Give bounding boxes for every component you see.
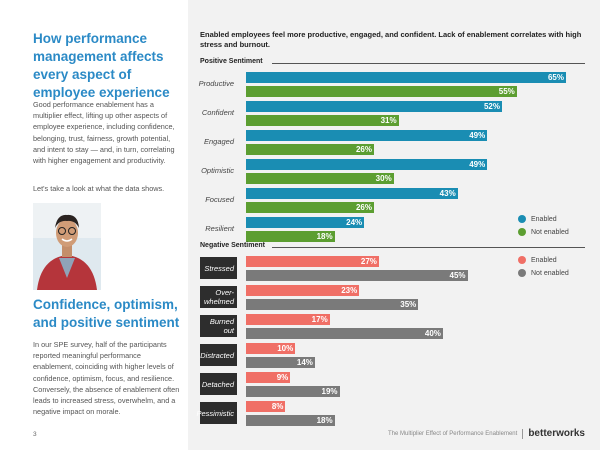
footer-brand: betterworks [528, 428, 585, 439]
value-label: 18% [316, 232, 333, 241]
value-label: 49% [469, 131, 486, 140]
bar: 14% [246, 357, 315, 368]
bar: 26% [246, 202, 374, 213]
value-label: 27% [360, 257, 377, 266]
value-label: 49% [469, 160, 486, 169]
value-label: 45% [449, 271, 466, 280]
value-label: 40% [424, 329, 441, 338]
legend-label: Not enabled [531, 228, 569, 236]
value-label: 18% [316, 416, 333, 425]
value-label: 35% [400, 300, 417, 309]
legend-swatch [518, 215, 526, 223]
legend-swatch [518, 256, 526, 264]
value-label: 23% [341, 286, 358, 295]
page-number: 3 [33, 431, 37, 438]
bar: 45% [246, 270, 468, 281]
legend-item: Enabled [518, 256, 557, 264]
intro-text: Let's take a look at what the data shows… [33, 184, 165, 193]
legend-item: Not enabled [518, 228, 569, 236]
bar: 65% [246, 72, 566, 83]
bar: 24% [246, 217, 365, 228]
bar: 18% [246, 415, 335, 426]
category-label: Stressed [200, 257, 237, 279]
category-label: Burned out [200, 315, 237, 337]
section-rule [272, 247, 585, 248]
bar: 17% [246, 314, 330, 325]
legend-swatch [518, 228, 526, 236]
legend-label: Not enabled [531, 269, 569, 277]
category-label: Detached [200, 373, 237, 395]
section-rule [272, 63, 585, 64]
value-label: 14% [296, 358, 313, 367]
category-label: Pessimistic [196, 402, 237, 424]
value-label: 43% [439, 189, 456, 198]
value-label: 31% [380, 116, 397, 125]
section-title: Negative Sentiment [200, 242, 265, 249]
legend-item: Not enabled [518, 269, 569, 277]
bar: 43% [246, 188, 458, 199]
section-title: Confidence, optimism, and positive senti… [33, 297, 180, 330]
bar: 30% [246, 173, 394, 184]
category-label: Distracted [200, 344, 237, 366]
photo [33, 203, 101, 290]
value-label: 52% [483, 102, 500, 111]
value-label: 26% [355, 203, 372, 212]
chart-header: Enabled employees feel more productive, … [200, 30, 582, 49]
bar: 49% [246, 130, 488, 141]
category-label: Productive [198, 79, 234, 88]
value-label: 26% [355, 145, 372, 154]
category-label: Confident [201, 108, 234, 117]
footer-doc-title: The Multiplier Effect of Performance Ena… [388, 430, 518, 437]
body-text: In our SPE survey, half of the participa… [33, 340, 180, 417]
value-label: 8% [271, 402, 284, 411]
bar: 35% [246, 299, 419, 310]
category-label: Resilient [205, 224, 234, 233]
value-label: 55% [498, 87, 515, 96]
value-label: 19% [321, 387, 338, 396]
value-label: 17% [311, 315, 328, 324]
bar: 18% [246, 231, 335, 242]
bar: 19% [246, 386, 340, 397]
value-label: 10% [277, 344, 294, 353]
category-label: Engaged [203, 137, 234, 146]
bar: 31% [246, 115, 399, 126]
bar: 26% [246, 144, 374, 155]
intro-text: Good performance enablement has a multip… [33, 100, 175, 166]
section-title: Positive Sentiment [200, 58, 263, 65]
footer: The Multiplier Effect of Performance Ena… [380, 428, 585, 439]
bar: 23% [246, 285, 360, 296]
legend-label: Enabled [531, 215, 557, 223]
page-title: How performance management affects every… [33, 31, 170, 100]
bar: 9% [246, 372, 291, 383]
category-label: Focused [205, 195, 234, 204]
bar: 49% [246, 159, 488, 170]
bar: 55% [246, 86, 517, 97]
bar: 27% [246, 256, 379, 267]
value-label: 9% [276, 373, 289, 382]
value-label: 30% [375, 174, 392, 183]
category-label: Over-whelmed [200, 286, 237, 308]
legend-item: Enabled [518, 215, 557, 223]
legend-label: Enabled [531, 256, 557, 264]
bar: 40% [246, 328, 443, 339]
value-label: 24% [346, 218, 363, 227]
value-label: 65% [547, 73, 564, 82]
bar: 52% [246, 101, 502, 112]
category-label: Optimistic [201, 166, 234, 175]
bar: 10% [246, 343, 296, 354]
bar: 8% [246, 401, 286, 412]
legend-swatch [518, 269, 526, 277]
